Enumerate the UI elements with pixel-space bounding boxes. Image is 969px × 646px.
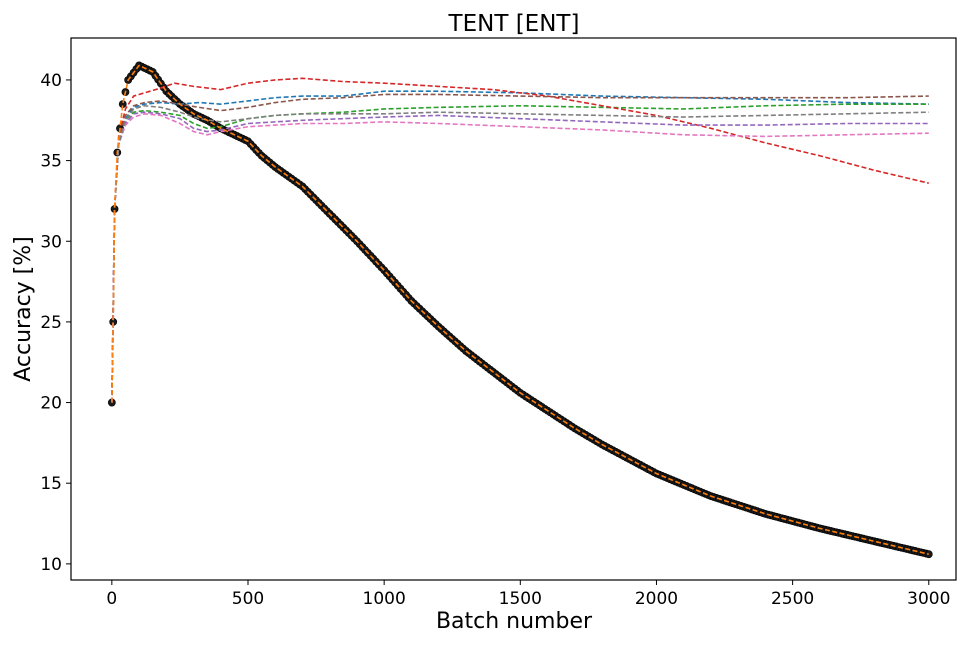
y-tick-label: 25 (40, 313, 62, 333)
series-line (111, 93, 929, 403)
data-point (924, 550, 933, 559)
axis-ticks: 0 500 1000 1500 2000 2500 3000 10 15 20 25 30 35 40 (40, 71, 950, 609)
series-line (111, 90, 929, 403)
series-line (111, 103, 929, 403)
y-tick-label: 15 (40, 474, 62, 494)
y-tick-label: 40 (40, 71, 62, 91)
series-line (111, 104, 929, 403)
series-line (111, 77, 929, 403)
series-line (111, 113, 929, 403)
chart-title: TENT [ENT] (448, 11, 580, 37)
x-tick-label: 0 (106, 589, 117, 609)
x-tick-label: 2500 (771, 589, 814, 609)
y-tick-label: 20 (40, 394, 62, 414)
x-tick-label: 1500 (499, 589, 542, 609)
plot-area (107, 61, 933, 559)
x-axis-label: Batch number (436, 609, 593, 634)
axes-frame (70, 37, 957, 581)
x-tick-label: 3000 (907, 589, 950, 609)
y-tick-label: 35 (40, 152, 62, 172)
series-line (111, 64, 929, 555)
series-line (111, 111, 929, 403)
x-tick-label: 1000 (363, 589, 406, 609)
y-tick-label: 10 (40, 555, 62, 575)
y-axis-label: Accuracy [%] (11, 236, 36, 382)
x-tick-label: 500 (232, 589, 264, 609)
y-tick-label: 30 (40, 232, 62, 252)
x-tick-label: 2000 (635, 589, 678, 609)
series-group (107, 61, 933, 559)
